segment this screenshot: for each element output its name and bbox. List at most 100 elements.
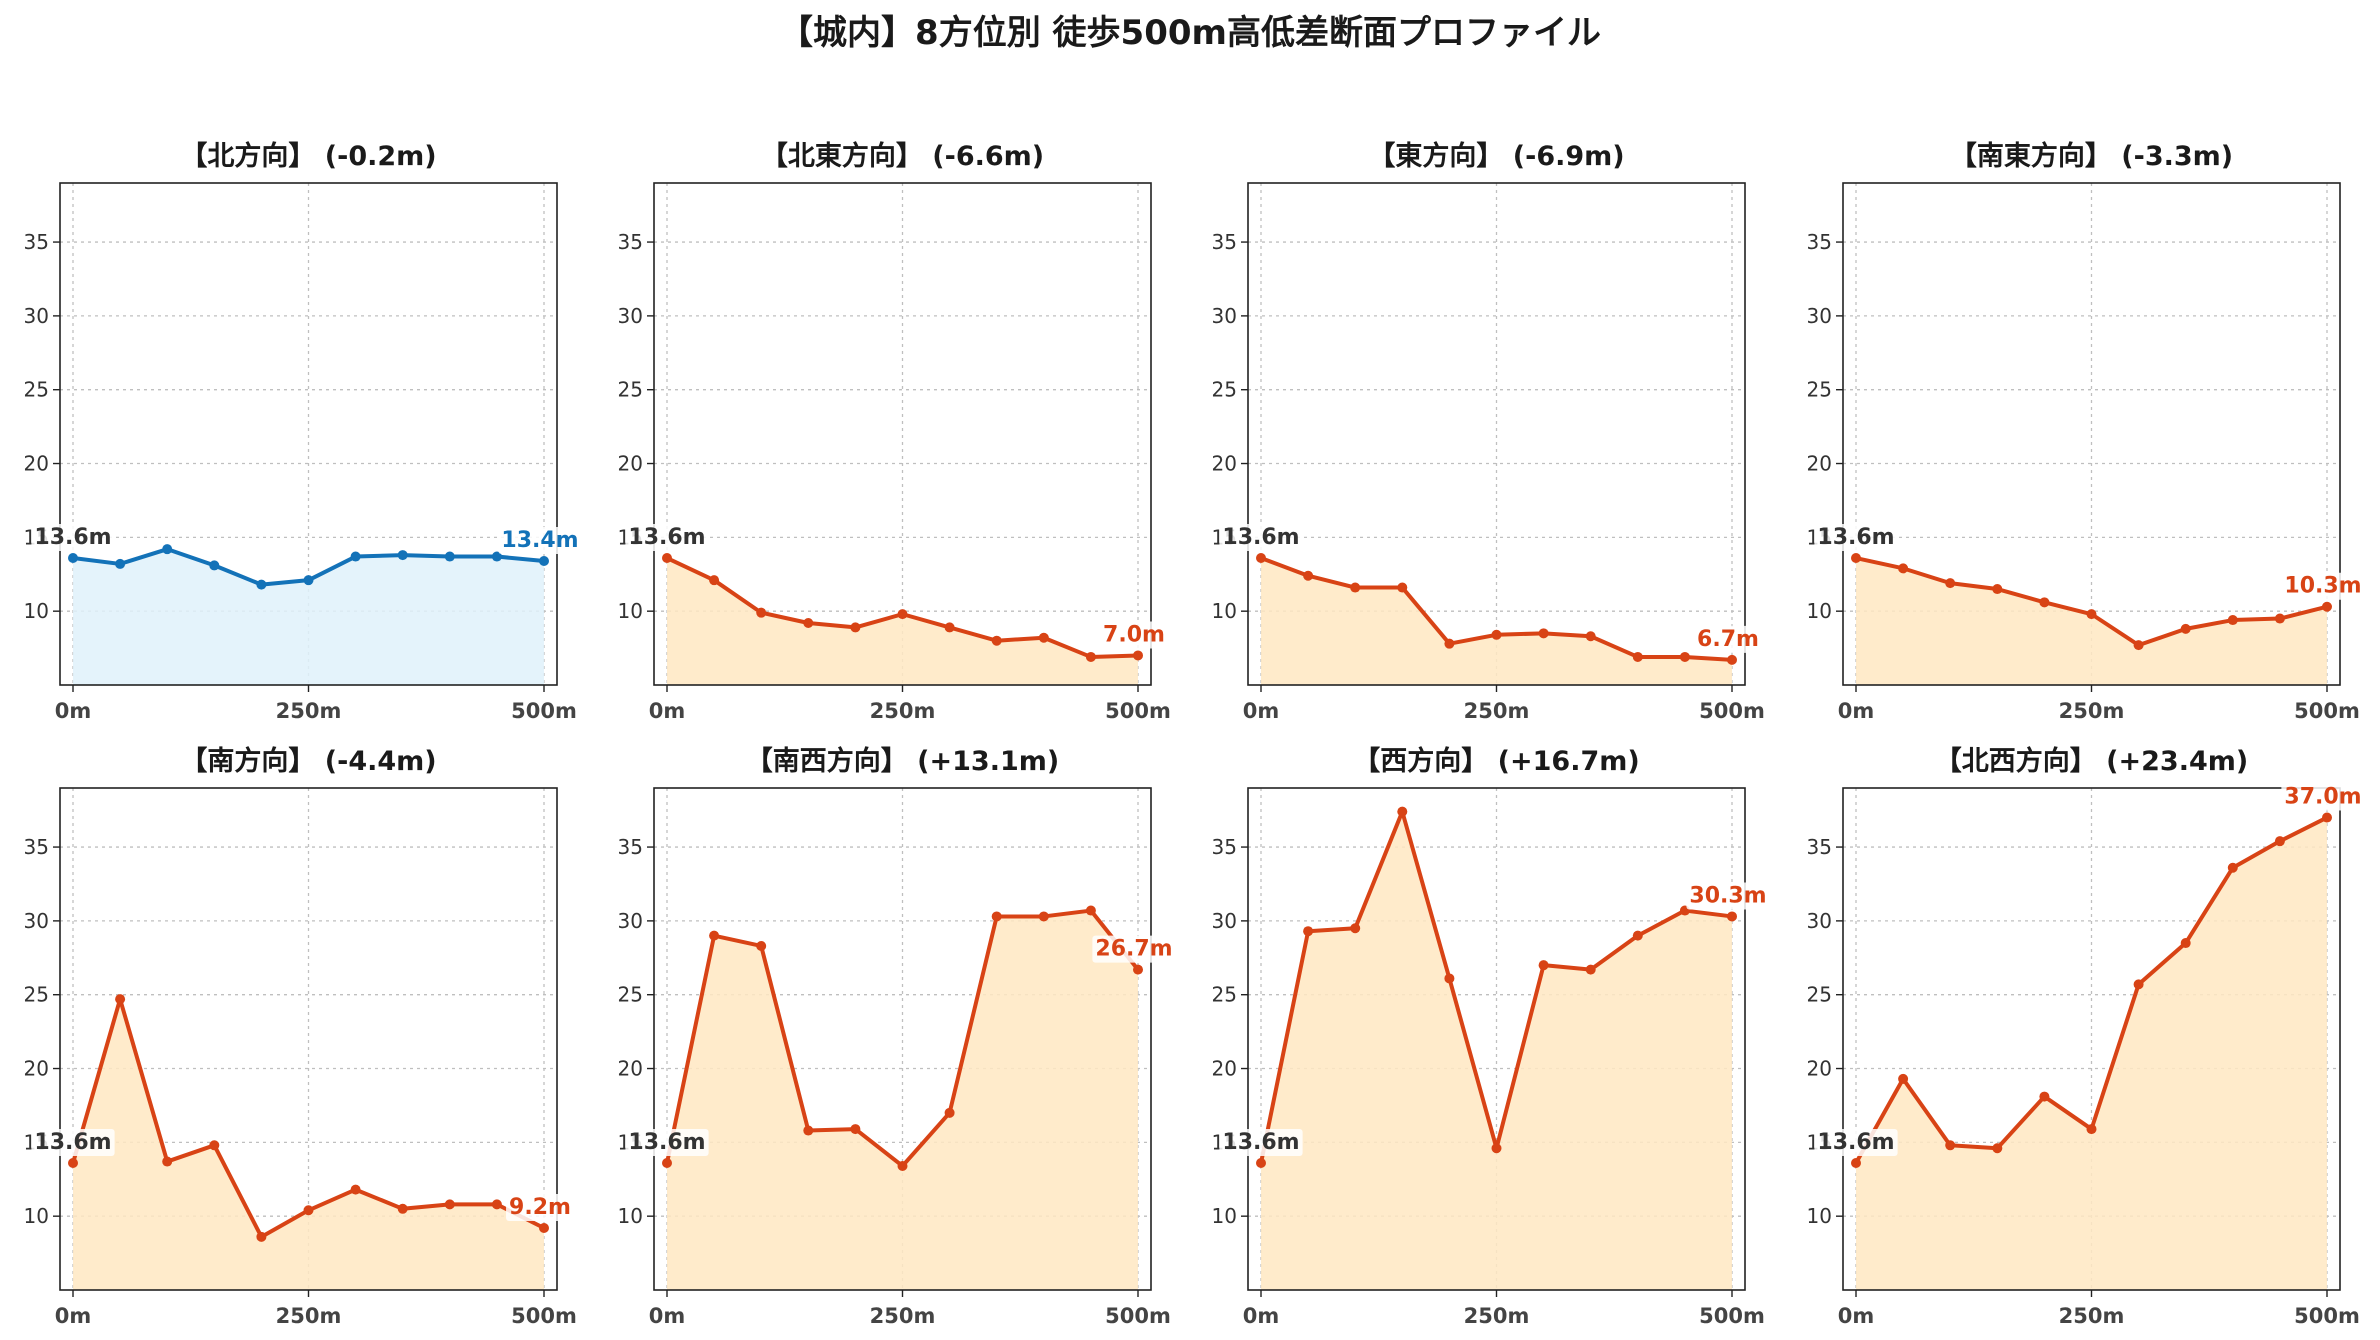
y-tick-label: 25 [1807, 983, 1832, 1007]
panel-title: 【南方向】 (-4.4m) [180, 745, 436, 777]
x-tick-label: 0m [1243, 699, 1280, 723]
end-elevation-label: 26.7m [1095, 937, 1172, 962]
data-point [2227, 862, 2238, 873]
start-elevation-label: 13.6m [628, 1130, 705, 1155]
data-point [1350, 582, 1361, 593]
y-tick-label: 20 [24, 452, 49, 476]
data-point [709, 575, 720, 586]
data-point [2227, 615, 2238, 626]
start-elevation-label-bg [31, 524, 115, 552]
data-point [850, 1124, 861, 1135]
data-point [162, 544, 173, 555]
data-point [444, 551, 455, 562]
data-point [803, 1125, 814, 1136]
x-tick-label: 250m [2059, 699, 2125, 723]
data-point [209, 560, 220, 571]
y-tick-label: 35 [618, 835, 643, 859]
start-elevation-label-bg [1814, 1129, 1898, 1157]
data-point [2086, 609, 2097, 620]
data-point [1727, 911, 1737, 922]
data-point [162, 1156, 173, 1167]
y-tick-label: 25 [618, 983, 643, 1007]
start-elevation-label-bg [1219, 1129, 1303, 1157]
data-point [2133, 979, 2144, 990]
data-point [1898, 563, 1909, 574]
data-point [1038, 632, 1049, 643]
end-elevation-label: 37.0m [2284, 785, 2361, 810]
data-point [662, 553, 672, 564]
x-tick-label: 0m [1838, 699, 1875, 723]
y-tick-label: 25 [1212, 378, 1237, 402]
start-elevation-label: 13.6m [1817, 1130, 1894, 1155]
data-point [303, 1205, 314, 1216]
data-point [1256, 1158, 1266, 1169]
data-point [350, 1184, 361, 1195]
start-elevation-label: 13.6m [628, 525, 705, 550]
y-tick-label: 20 [618, 1057, 643, 1081]
start-elevation-label: 13.6m [34, 525, 111, 550]
data-point [991, 911, 1002, 922]
data-point [539, 1222, 549, 1233]
data-point [303, 575, 314, 586]
y-tick-label: 20 [1807, 452, 1832, 476]
y-tick-label: 35 [1212, 835, 1237, 859]
start-elevation-label-bg [31, 1129, 115, 1157]
panel-7: 【西方向】 (+16.7m)1015202530350m250m500m13.6… [1212, 745, 1770, 1328]
data-point [256, 1231, 267, 1242]
x-tick-label: 500m [1105, 1304, 1171, 1328]
end-elevation-label-bg [2281, 572, 2365, 600]
y-tick-label: 35 [24, 835, 49, 859]
data-point [491, 551, 502, 562]
x-tick-label: 500m [1699, 1304, 1765, 1328]
data-point [2039, 597, 2050, 608]
data-point [2322, 812, 2332, 823]
panel-title: 【北方向】 (-0.2m) [180, 140, 436, 172]
end-elevation-label-bg [506, 1193, 574, 1221]
start-elevation-label-bg [1814, 524, 1898, 552]
start-elevation-label: 13.6m [34, 1130, 111, 1155]
data-point [1491, 629, 1502, 640]
panel-title: 【南西方向】 (+13.1m) [746, 745, 1059, 777]
y-tick-label: 30 [1212, 909, 1237, 933]
y-tick-label: 35 [1807, 230, 1832, 254]
y-tick-label: 30 [1807, 304, 1832, 328]
y-tick-label: 25 [24, 378, 49, 402]
panel-1: 【北方向】 (-0.2m)1015202530350m250m500m13.6m… [24, 140, 582, 723]
data-point [2039, 1091, 2050, 1102]
y-tick-label: 10 [618, 1204, 643, 1228]
x-tick-label: 250m [1464, 699, 1530, 723]
data-point [1303, 926, 1314, 937]
y-tick-label: 30 [618, 304, 643, 328]
data-point [350, 551, 361, 562]
figure-title: 【城内】8方位別 徒歩500m高低差断面プロファイル [779, 13, 1601, 53]
data-point [1585, 964, 1596, 975]
data-point [1727, 654, 1737, 665]
data-point [2274, 613, 2285, 624]
data-point [256, 579, 267, 590]
panel-title: 【北東方向】 (-6.6m) [761, 140, 1044, 172]
end-elevation-label-bg [1694, 625, 1762, 653]
data-point [1038, 911, 1049, 922]
data-point [68, 1158, 78, 1169]
data-point [2133, 640, 2144, 651]
data-point [991, 635, 1002, 646]
x-tick-label: 250m [276, 699, 342, 723]
y-tick-label: 25 [1212, 983, 1237, 1007]
end-elevation-label-bg [2281, 783, 2365, 811]
y-tick-label: 30 [1807, 909, 1832, 933]
data-point [2180, 938, 2191, 949]
y-tick-label: 10 [1212, 599, 1237, 623]
data-point [1851, 553, 1861, 564]
x-tick-label: 500m [1105, 699, 1171, 723]
x-tick-label: 500m [511, 699, 577, 723]
data-point [1085, 905, 1096, 916]
end-elevation-label-bg [1686, 882, 1770, 910]
data-point [397, 1203, 408, 1214]
data-point [1945, 578, 1956, 589]
data-point [1851, 1158, 1861, 1169]
data-point [1538, 628, 1549, 639]
x-tick-label: 0m [55, 1304, 92, 1328]
data-point [1945, 1140, 1956, 1151]
y-tick-label: 10 [1212, 1204, 1237, 1228]
end-elevation-label-bg [1100, 621, 1168, 649]
